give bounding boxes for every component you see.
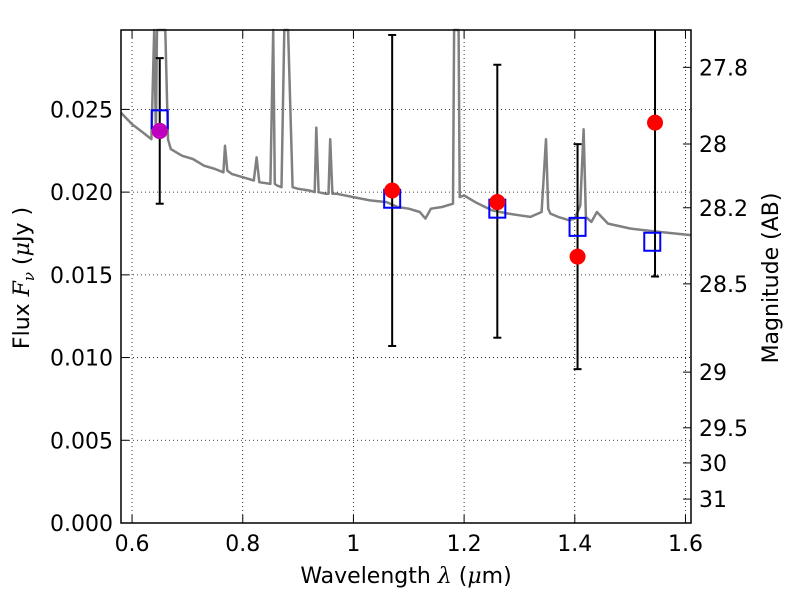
y2-axis-label: Magnitude (AB): [759, 193, 784, 364]
y2-tick-label: 29.5: [699, 417, 748, 442]
spectrum-line: [120, 28, 692, 237]
y2-tick-label: 29: [699, 361, 727, 386]
ticks: 0.6 0.8 1 1.2 1.4 1.6 0.000 0.005 0.010 0.015 0.02…: [50, 30, 748, 557]
highlighted-photometry-point: [151, 122, 168, 139]
markers: [150, 109, 664, 265]
x-tick-label: 1.2: [447, 532, 482, 557]
x-tick-label: 0.6: [115, 532, 150, 557]
model-photometry-square: [643, 231, 662, 252]
y2-tick-label: 28.2: [699, 197, 748, 222]
y2-tick-label: 28: [699, 133, 727, 158]
y2-tick-label: 30: [699, 452, 727, 477]
y2-tick-label: 31: [699, 488, 727, 513]
grid: [121, 30, 691, 523]
observed-photometry-point: [569, 248, 586, 265]
y2-tick-label: 27.8: [699, 56, 748, 81]
observed-photometry-point: [647, 114, 664, 131]
y-tick-label: 0.000: [50, 512, 113, 537]
y-tick-label: 0.025: [50, 98, 113, 123]
x-tick-label: 0.8: [225, 532, 260, 557]
plot-frame: [120, 29, 692, 524]
x-tick-label: 1.6: [668, 532, 703, 557]
spectrum-layer: [120, 28, 692, 237]
y-tick-label: 0.005: [50, 429, 113, 454]
error-bars: [155, 30, 660, 371]
y-tick-label: 0.015: [50, 264, 113, 289]
model-photometry-square: [568, 216, 587, 237]
x-tick-label: 1.4: [557, 532, 592, 557]
y-axis-label: Flux Fν (μJy ): [10, 207, 38, 349]
y2-tick-label: 28.5: [699, 273, 748, 298]
x-axis-label: Wavelength λ (μm): [300, 564, 511, 589]
y-tick-label: 0.010: [50, 347, 113, 372]
y-tick-label: 0.020: [50, 181, 113, 206]
observed-photometry-point: [384, 182, 401, 199]
observed-photometry-point: [489, 194, 506, 211]
x-tick-label: 1: [346, 532, 360, 557]
